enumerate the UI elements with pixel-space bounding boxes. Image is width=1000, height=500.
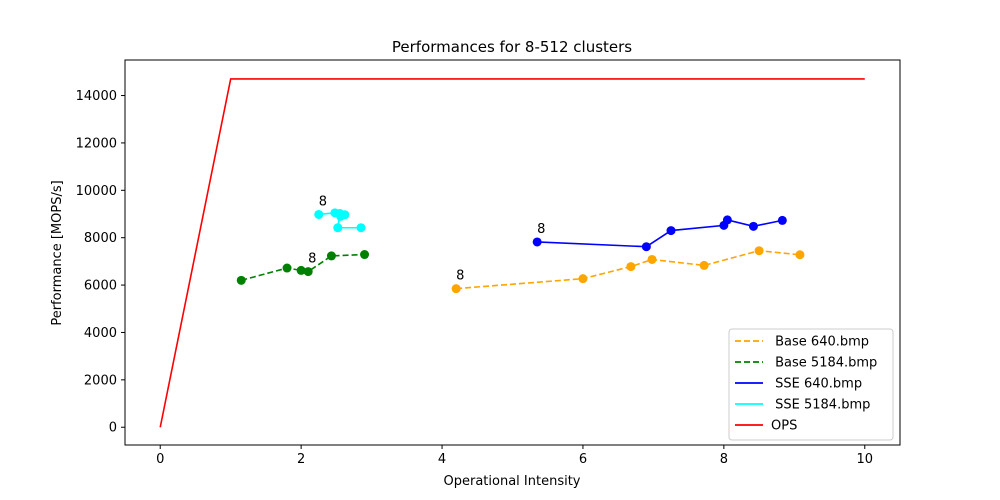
y-tick-label: 6000 xyxy=(84,279,117,294)
y-tick-label: 14000 xyxy=(76,89,117,104)
data-point xyxy=(532,237,542,247)
annotation-label: 8 xyxy=(308,252,316,267)
data-point xyxy=(754,246,764,256)
y-tick-label: 0 xyxy=(109,421,117,436)
data-point xyxy=(314,209,324,219)
x-tick-label: 0 xyxy=(156,452,164,467)
annotation-label: 8 xyxy=(319,194,327,209)
y-tick-label: 12000 xyxy=(76,136,117,151)
annotation-label: 8 xyxy=(456,269,464,284)
series-line xyxy=(159,78,865,428)
y-tick-label: 4000 xyxy=(84,326,117,341)
series-2 xyxy=(532,215,787,252)
data-point xyxy=(326,251,336,261)
x-tick-label: 2 xyxy=(297,452,305,467)
legend-label: SSE 640.bmp xyxy=(771,377,862,392)
legend-label: OPS xyxy=(771,419,797,434)
legend-box xyxy=(728,328,894,441)
data-point xyxy=(647,254,657,264)
legend-label: Base 640.bmp xyxy=(771,335,869,350)
chart-title: Performances for 8-512 clusters xyxy=(392,38,632,56)
y-tick-label: 10000 xyxy=(76,184,117,199)
data-point xyxy=(333,223,343,233)
data-point xyxy=(356,223,366,233)
data-point xyxy=(451,284,461,294)
y-axis-label: Performance [MOPS/s] xyxy=(50,180,65,325)
data-point xyxy=(360,250,370,260)
series-3 xyxy=(314,208,366,233)
legend-label: SSE 5184.bmp xyxy=(771,398,870,413)
series-0 xyxy=(451,246,805,294)
series-1 xyxy=(236,250,370,285)
data-point xyxy=(626,262,636,272)
data-point xyxy=(722,215,732,225)
series-4 xyxy=(159,78,865,428)
x-tick-label: 8 xyxy=(720,452,728,467)
legend-label: Base 5184.bmp xyxy=(771,356,877,371)
x-tick-label: 4 xyxy=(438,452,446,467)
plot-area: 8 8 8 8 xyxy=(159,78,865,428)
data-point xyxy=(236,275,246,285)
data-point xyxy=(748,221,758,231)
plot-frame xyxy=(124,59,901,446)
annotation-label: 8 xyxy=(537,222,545,237)
axis-ticks: 0 2 4 6 8 10 0 2000 4000 6000 8000 10000 12000 14000 xyxy=(76,89,873,467)
data-point xyxy=(641,242,651,252)
x-tick-label: 10 xyxy=(856,452,873,467)
series-line xyxy=(537,219,783,248)
x-tick-label: 6 xyxy=(579,452,587,467)
y-tick-label: 8000 xyxy=(84,231,117,246)
data-point xyxy=(578,274,588,284)
x-axis-label: Operational Intensity xyxy=(444,474,581,489)
data-point xyxy=(699,260,709,270)
data-point xyxy=(777,215,787,225)
legend: Base 640.bmp Base 5184.bmp SSE 640.bmp S… xyxy=(728,328,894,441)
data-point xyxy=(666,226,676,236)
data-point xyxy=(303,267,313,277)
data-point xyxy=(335,209,345,219)
y-tick-label: 2000 xyxy=(84,373,117,388)
data-point xyxy=(296,265,306,275)
data-point xyxy=(282,263,292,273)
data-point xyxy=(795,250,805,260)
